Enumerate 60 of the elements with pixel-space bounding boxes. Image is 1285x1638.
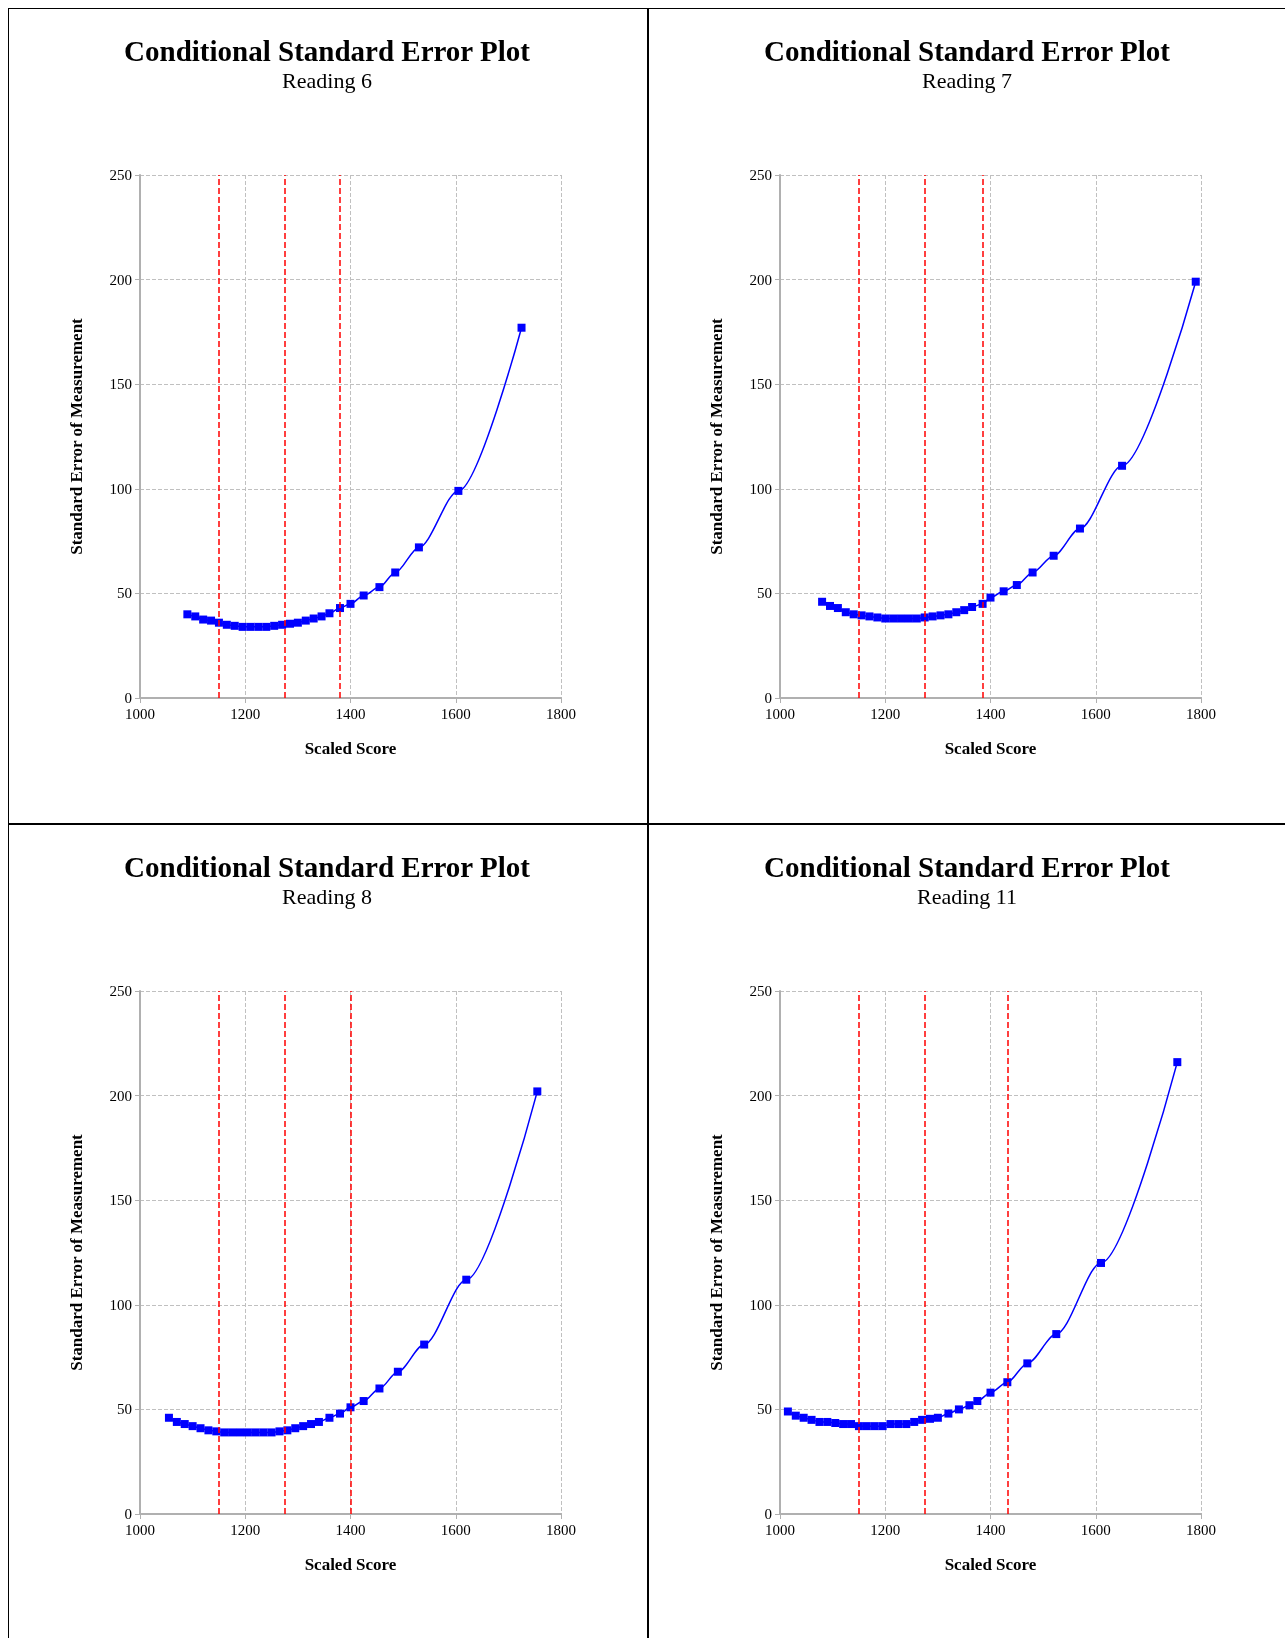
x-tick-label: 1200 xyxy=(230,705,261,722)
x-tick-label: 1600 xyxy=(440,705,471,722)
x-tick-label: 1200 xyxy=(870,1521,901,1538)
x-tick-label: 1000 xyxy=(125,705,155,722)
y-tick-label: 100 xyxy=(109,1296,132,1313)
x-tick-label: 1000 xyxy=(125,1521,155,1538)
chart-subtitle: Reading 8 xyxy=(282,883,372,909)
y-axis-title: Standard Error of Measurement xyxy=(67,1133,86,1371)
y-tick-label: 250 xyxy=(109,983,132,999)
y-tick-label: 250 xyxy=(749,167,772,183)
chart-title: Conditional Standard Error Plot xyxy=(764,850,1171,883)
y-tick-label: 100 xyxy=(749,480,772,497)
chart-title: Conditional Standard Error Plot xyxy=(124,850,531,883)
y-tick-label: 0 xyxy=(764,690,772,706)
x-tick-label: 1200 xyxy=(870,705,901,722)
y-tick-label: 0 xyxy=(764,1506,772,1522)
chart-subtitle: Reading 7 xyxy=(922,67,1012,93)
x-axis-title: Scaled Score xyxy=(304,739,397,758)
y-tick-label: 50 xyxy=(117,1401,132,1418)
y-tick-label: 150 xyxy=(109,1192,132,1209)
x-tick-label: 1000 xyxy=(765,705,795,722)
y-tick-label: 200 xyxy=(109,1087,132,1104)
x-axis-title: Scaled Score xyxy=(304,1555,397,1574)
y-tick-label: 150 xyxy=(109,376,132,393)
y-tick-label: 200 xyxy=(749,271,772,288)
y-tick-label: 0 xyxy=(124,1506,132,1522)
y-tick-label: 0 xyxy=(124,690,132,706)
x-tick-label: 1400 xyxy=(975,1521,1006,1538)
x-tick-label: 1000 xyxy=(765,1521,795,1538)
y-tick-label: 150 xyxy=(749,1192,772,1209)
x-tick-label: 1800 xyxy=(1186,1521,1216,1538)
y-tick-label: 250 xyxy=(109,167,132,183)
y-tick-label: 50 xyxy=(757,585,772,602)
y-axis-title: Standard Error of Measurement xyxy=(67,317,86,555)
y-tick-label: 100 xyxy=(109,480,132,497)
chart-subtitle: Reading 11 xyxy=(917,883,1017,909)
chart-title: Conditional Standard Error Plot xyxy=(124,34,531,67)
y-tick-label: 150 xyxy=(749,376,772,393)
y-tick-label: 200 xyxy=(109,271,132,288)
y-tick-label: 100 xyxy=(749,1296,772,1313)
y-axis-title: Standard Error of Measurement xyxy=(707,1133,726,1371)
x-tick-label: 1600 xyxy=(440,1521,471,1538)
x-tick-label: 1200 xyxy=(230,1521,261,1538)
x-tick-label: 1600 xyxy=(1080,1521,1111,1538)
x-tick-label: 1600 xyxy=(1080,705,1111,722)
x-tick-label: 1800 xyxy=(546,1521,576,1538)
x-tick-label: 1800 xyxy=(1186,705,1216,722)
y-axis-title: Standard Error of Measurement xyxy=(707,317,726,555)
chart-subtitle: Reading 6 xyxy=(282,67,372,93)
x-axis-title: Scaled Score xyxy=(944,1555,1037,1574)
y-tick-label: 250 xyxy=(749,983,772,999)
x-tick-label: 1400 xyxy=(975,705,1006,722)
y-tick-label: 200 xyxy=(749,1087,772,1104)
x-tick-label: 1800 xyxy=(546,705,576,722)
x-axis-title: Scaled Score xyxy=(944,739,1037,758)
y-tick-label: 50 xyxy=(117,585,132,602)
y-tick-label: 50 xyxy=(757,1401,772,1418)
chart-title: Conditional Standard Error Plot xyxy=(764,34,1171,67)
x-tick-label: 1400 xyxy=(335,705,366,722)
x-tick-label: 1400 xyxy=(335,1521,366,1538)
